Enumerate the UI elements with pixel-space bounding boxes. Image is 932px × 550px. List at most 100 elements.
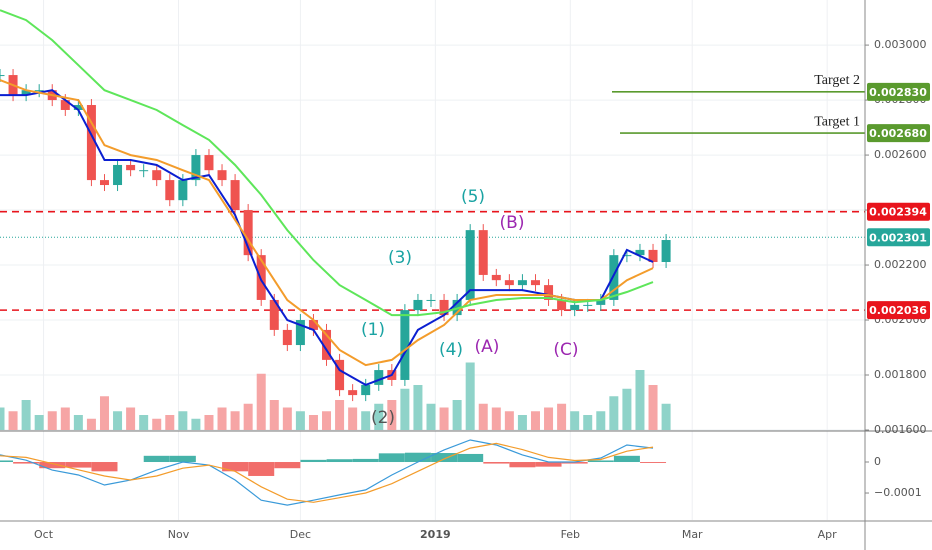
volume-bar [348,407,358,430]
candle [308,320,318,330]
candle [165,180,175,201]
candle [648,249,658,263]
volume-bar [648,385,658,430]
macd-histogram [274,462,301,469]
macd-histogram [248,462,275,476]
price-label: 0.002680 [869,127,927,140]
candle [413,299,423,311]
candle [113,164,123,186]
x-tick-label: Dec [290,528,311,541]
candle [609,255,619,300]
volume-bar [374,403,384,430]
candle [635,249,645,256]
volume-bar [439,407,449,430]
x-tick-label: Oct [34,528,54,541]
volume-bar [295,411,305,430]
volume-bar [426,403,436,430]
macd-histogram [39,462,66,469]
price-label: 0.002394 [869,206,927,219]
moving-average [0,79,654,367]
wave-label: (1) [361,320,385,340]
candle [60,100,70,110]
macd-histogram [483,462,510,464]
candle [426,299,436,301]
candle [504,280,514,286]
candle [544,285,554,300]
candle [0,75,5,77]
candle [21,90,31,96]
macd-histogram [300,459,327,463]
volume-bar [635,370,645,430]
candle [374,370,384,385]
volume-bar [99,396,109,430]
volume-bar [400,388,410,430]
volume-bar [217,407,227,430]
volume-bar [596,411,606,430]
volume-bar [622,388,632,430]
macd-histogram [561,462,588,464]
candle [465,230,475,300]
x-tick-label: 2019 [420,528,451,541]
y-tick-label: 0.002600 [874,148,927,161]
volume-bar [335,400,345,430]
x-tick-label: Mar [682,528,703,541]
price-label: 0.002301 [869,231,927,244]
macd-histogram [65,462,92,468]
candle [661,240,671,263]
candle [269,299,279,330]
candle [491,274,501,281]
candle [361,384,371,396]
y-tick-label: 0.002200 [874,258,927,271]
price-label-box [867,202,930,221]
candle [217,170,227,181]
candle [570,304,580,311]
wave-label: (A) [475,337,500,357]
candle [530,280,540,286]
candle [126,164,136,171]
volume-bar [165,415,175,430]
volume-bar [478,403,488,430]
volume-bar [452,400,462,430]
macd-histogram [222,462,249,472]
candle [622,255,632,257]
candle [230,180,240,211]
volume-bar [465,362,475,430]
volume-bar [73,415,83,430]
macd-histogram [378,453,405,463]
wave-label: (C) [553,340,578,360]
macd-histogram [613,455,640,463]
candle [322,329,332,360]
volume-bar [491,407,501,430]
volume-bar [21,400,31,430]
candle [99,180,109,186]
volume-bar [256,373,266,430]
volume-bar [152,418,162,430]
macd-tick-label: 0 [874,455,881,468]
volume-bar [86,418,96,430]
candle [400,310,410,380]
candle [178,180,188,201]
volume-bar [308,415,318,430]
volume-bar [204,415,214,430]
volume-bar [191,418,201,430]
signal-line [0,442,654,503]
macd-histogram [13,462,40,464]
volume-bar [0,407,5,430]
volume-bar [517,415,527,430]
macd-histogram [352,458,379,463]
volume-bar [243,403,253,430]
volume-bar [530,411,540,430]
candle [517,280,527,286]
y-tick-label: 0.003000 [874,38,927,51]
volume-bar [570,411,580,430]
volume-bar [113,411,123,430]
volume-bar [583,415,593,430]
volume-bar [269,400,279,430]
volume-bar [139,415,149,430]
volume-bar [178,411,188,430]
volume-bar [387,400,397,430]
price-label: 0.002036 [869,304,927,317]
macd-histogram [457,453,484,463]
